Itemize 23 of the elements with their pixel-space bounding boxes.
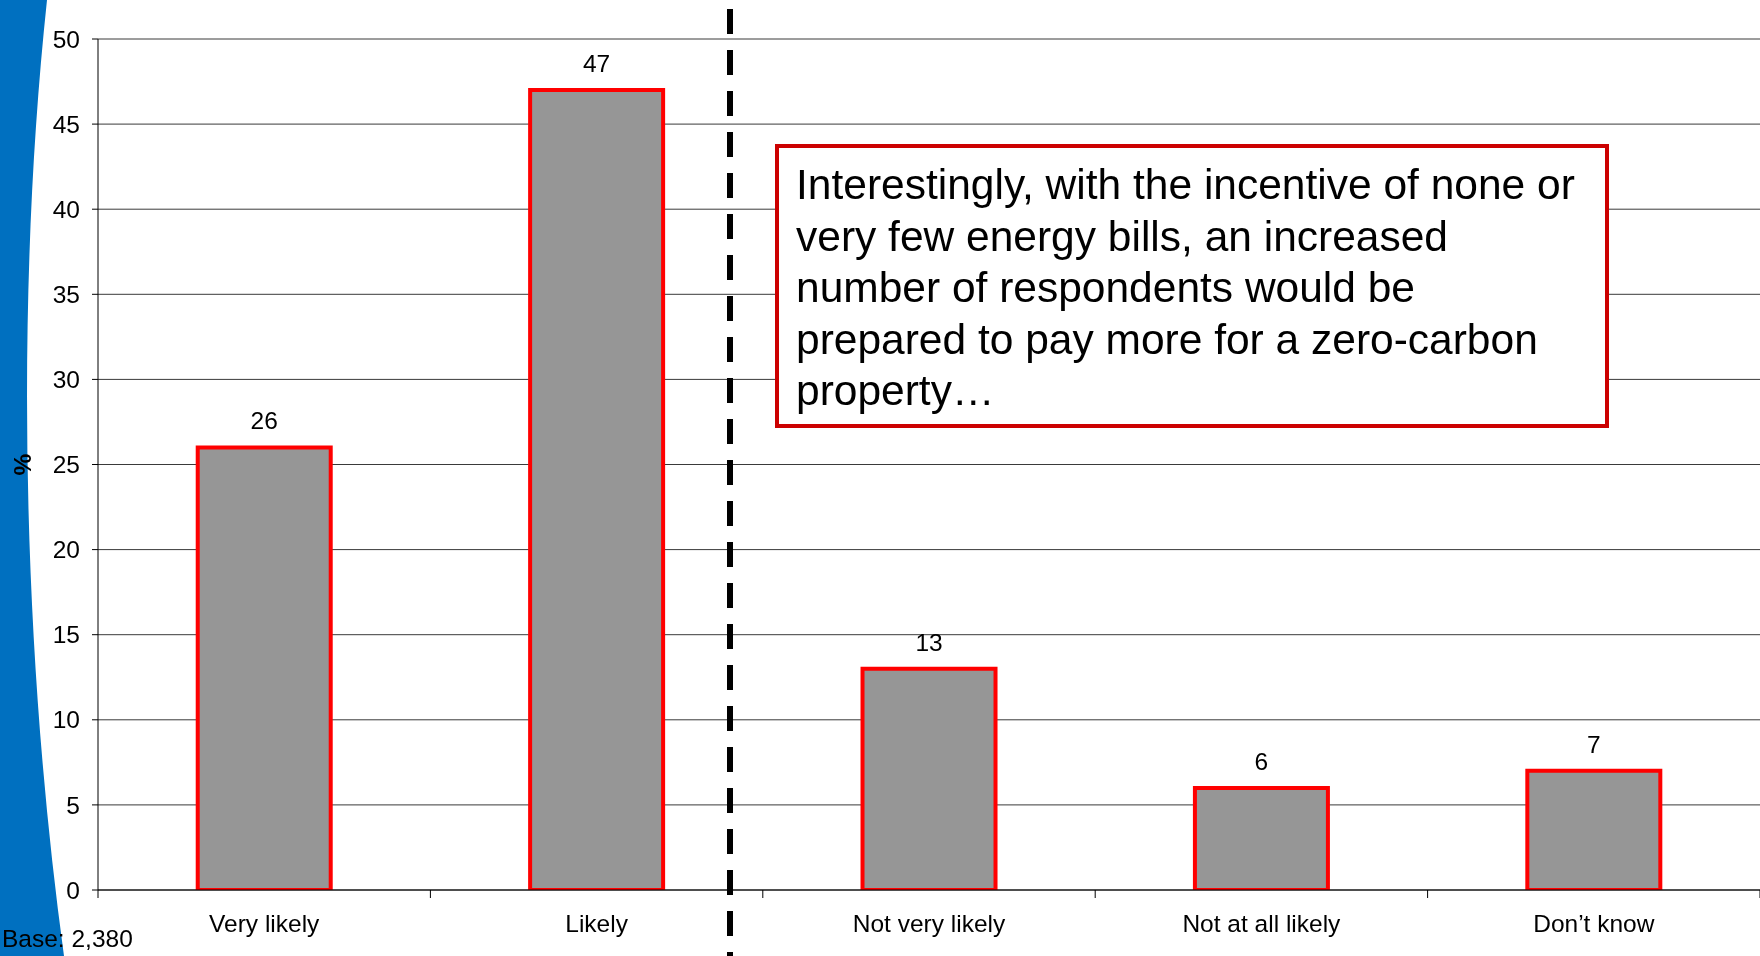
- data-label: 13: [915, 628, 943, 656]
- y-tick-label: 35: [52, 281, 80, 308]
- y-tick-label: 10: [52, 706, 80, 734]
- y-tick-label: 25: [52, 451, 80, 479]
- x-tick-label: Likely: [565, 910, 629, 938]
- x-tick-label: Very likely: [209, 910, 321, 938]
- y-axis-title: %: [9, 453, 36, 476]
- x-tick-label: Don’t know: [1533, 910, 1655, 938]
- y-tick-label: 5: [66, 791, 80, 819]
- y-tick-label: 45: [52, 110, 80, 138]
- x-tick-label: Not at all likely: [1182, 910, 1342, 938]
- x-tick-label: Not very likely: [852, 910, 1006, 938]
- data-label: 7: [1587, 730, 1601, 758]
- y-tick-label: 50: [52, 25, 80, 53]
- y-tick-label: 40: [52, 195, 80, 223]
- data-label: 6: [1254, 747, 1269, 775]
- data-label: 47: [582, 50, 611, 78]
- annotation: Interestingly, with the incentive of none or very few energy bills, an increased number of respondents would be prepared to pay more for a zero-carbon property…: [796, 160, 1576, 417]
- data-label: 26: [250, 407, 278, 435]
- y-tick-label: 0: [66, 876, 80, 904]
- y-tick-label: 15: [52, 621, 80, 649]
- y-tick-label: 20: [52, 536, 80, 564]
- y-tick-label: 30: [52, 366, 80, 394]
